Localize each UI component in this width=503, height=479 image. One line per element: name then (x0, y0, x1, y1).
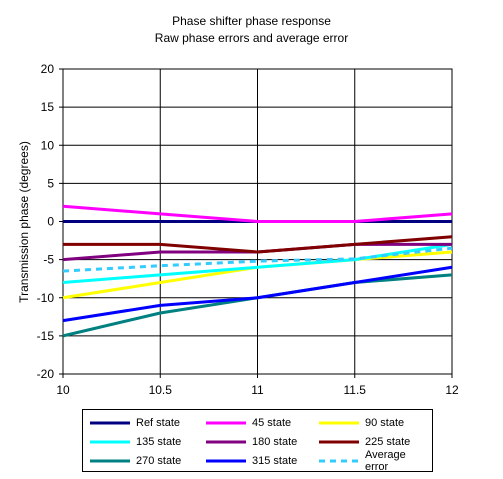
legend-item: 270 state (88, 452, 181, 470)
x-tick-label: 10.5 (149, 383, 173, 397)
legend-label: 270 state (136, 455, 182, 467)
legend-swatch (204, 456, 248, 466)
x-tick-label: 11 (251, 383, 264, 397)
legend-item: Ref state (88, 414, 180, 432)
y-tick-label: -10 (37, 291, 55, 305)
legend-item: 180 state (204, 433, 297, 451)
legend-label: Ref state (136, 417, 181, 429)
legend-swatch (204, 437, 248, 447)
legend-swatch (88, 437, 132, 447)
legend-swatch (317, 456, 361, 466)
legend-item: 225 state (317, 433, 410, 451)
y-axis-label: Transmission phase (degrees) (17, 141, 31, 303)
chart-subtitle: Raw phase errors and average error (154, 31, 349, 45)
chart-title: Phase shifter phase response (172, 14, 331, 28)
legend-swatch (88, 456, 132, 466)
x-tick-label: 10 (56, 383, 70, 397)
series-line-average-error (62, 246, 453, 273)
legend: Ref state 45 state 90 state 135 state 180 st… (82, 409, 433, 473)
y-tick-label: 20 (41, 62, 55, 76)
y-tick-label: 0 (47, 215, 54, 229)
y-tick-label: 5 (47, 176, 54, 190)
legend-label: Average error (364, 449, 406, 473)
series-line-45-state (62, 204, 453, 223)
series-line-225-state (63, 235, 453, 254)
y-tick-label: -15 (37, 329, 55, 343)
legend-item: 315 state (204, 452, 297, 470)
y-tick-label: 15 (41, 100, 55, 114)
legend-label: 315 state (252, 455, 298, 467)
legend-item: 135 state (88, 433, 181, 451)
y-tick-label: -5 (43, 253, 54, 267)
legend-swatch (204, 418, 248, 428)
x-tick-label: 12 (445, 383, 459, 397)
series-line-315-state (62, 265, 453, 323)
legend-item: 90 state (317, 414, 404, 432)
legend-label: 180 state (252, 436, 298, 448)
y-tick-label: 10 (41, 138, 55, 152)
legend-label: 90 state (365, 417, 405, 429)
legend-swatch (317, 418, 361, 428)
legend-swatch (317, 437, 361, 447)
legend-label: 45 state (252, 417, 292, 429)
y-tick-label: -20 (37, 367, 55, 381)
legend-label: 225 state (365, 436, 411, 448)
legend-swatch (88, 418, 132, 428)
legend-label: 135 state (136, 436, 182, 448)
legend-item: 45 state (204, 414, 291, 432)
x-tick-label: 11.5 (344, 383, 367, 397)
legend-item: Average error (317, 449, 432, 473)
